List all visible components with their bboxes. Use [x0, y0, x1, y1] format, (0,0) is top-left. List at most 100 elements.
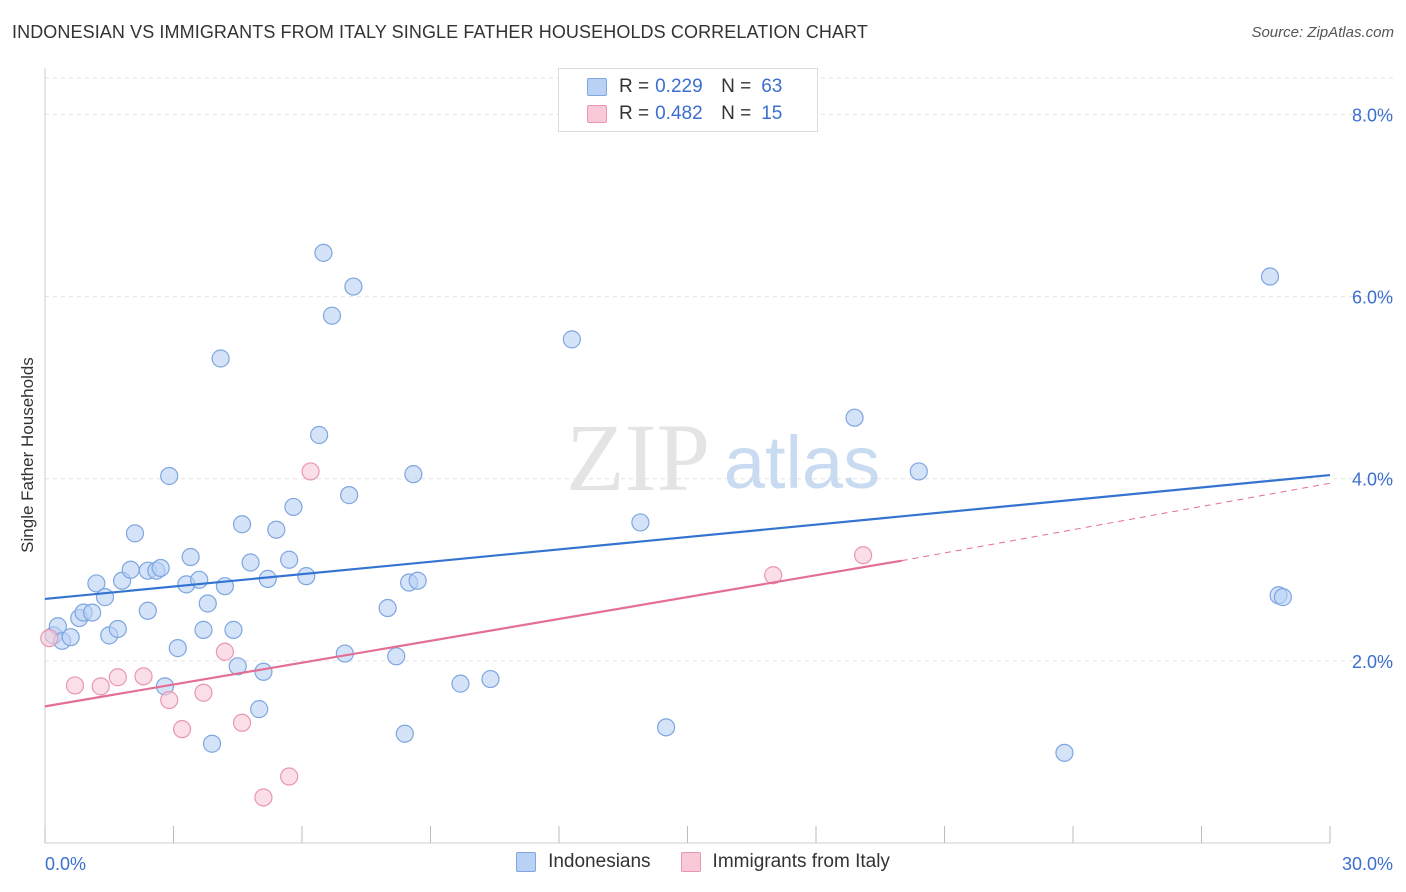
point-indonesians: [108, 619, 127, 639]
point-indonesians: [224, 620, 243, 639]
legend-r-label: R =: [619, 76, 650, 97]
legend-swatch-italy: [680, 852, 701, 872]
y-tick-label: 2.0%: [1352, 652, 1393, 672]
point-indonesians: [322, 306, 342, 325]
point-indonesians: [95, 588, 115, 607]
point-indonesians: [404, 465, 423, 484]
legend-row-indonesians: R = 0.229 N = 63: [587, 75, 782, 99]
axes: [44, 68, 1331, 844]
point-indonesians: [202, 734, 222, 753]
point-indonesians: [284, 497, 303, 517]
point-italy: [172, 720, 192, 739]
point-indonesians: [631, 513, 650, 532]
point-indonesians: [481, 669, 500, 689]
tick-labels: 2.0% 4.0% 6.0% 8.0% 0.0% 30.0%: [45, 105, 1393, 874]
point-indonesians: [387, 647, 406, 666]
point-indonesians: [909, 462, 928, 481]
legend-row-italy: R = 0.482 N = 15: [587, 102, 782, 126]
point-italy: [108, 668, 127, 687]
point-italy: [301, 462, 320, 481]
point-indonesians: [87, 574, 106, 593]
point-indonesians: [160, 466, 179, 486]
series-legend: Indonesians Immigrants from Italy: [0, 851, 1406, 873]
point-italy: [854, 546, 873, 565]
y-tick-label: 8.0%: [1352, 105, 1393, 125]
point-indonesians: [232, 515, 252, 534]
point-italy: [254, 788, 273, 807]
trendline-italy: [44, 559, 902, 708]
legend-item-italy[interactable]: Immigrants from Italy: [680, 851, 890, 873]
point-indonesians: [168, 639, 187, 658]
point-indonesians: [451, 674, 470, 693]
point-italy: [160, 690, 179, 710]
point-indonesians: [562, 330, 581, 349]
point-indonesians: [190, 570, 209, 589]
correlation-legend: R = 0.229 N = 63 R = 0.482 N = 15: [558, 68, 818, 132]
point-indonesians: [408, 571, 427, 590]
y-tick-label: 6.0%: [1352, 288, 1393, 308]
point-indonesians: [138, 601, 157, 620]
legend-swatch-indonesians: [516, 852, 537, 872]
chart-source: Source: ZipAtlas.com: [1251, 24, 1394, 41]
point-italy: [134, 667, 153, 686]
point-indonesians: [267, 520, 286, 539]
point-indonesians: [280, 550, 299, 569]
point-indonesians: [1055, 743, 1074, 762]
point-indonesians: [181, 547, 200, 567]
legend-n-value: 63: [761, 76, 783, 97]
point-indonesians: [310, 425, 329, 445]
point-indonesians: [228, 657, 247, 676]
point-indonesians: [254, 662, 273, 681]
legend-label-indonesians: Indonesians: [548, 851, 651, 872]
point-indonesians: [656, 718, 676, 737]
gridlines: [45, 77, 1395, 662]
trendlines: [44, 473, 1331, 708]
point-italy: [194, 683, 213, 702]
point-indonesians: [241, 553, 260, 572]
x-tick-label: 30.0%: [1342, 854, 1393, 874]
trendline-indonesians: [44, 473, 1331, 601]
point-indonesians: [121, 560, 140, 579]
y-tick-label: 4.0%: [1352, 470, 1393, 490]
point-indonesians: [845, 408, 864, 427]
point-indonesians: [211, 349, 230, 368]
legend-r-label: R =: [619, 103, 650, 124]
point-indonesians: [314, 243, 333, 262]
y-axis-label: Single Father Households: [18, 357, 37, 553]
point-indonesians: [83, 603, 102, 622]
point-indonesians: [61, 628, 80, 647]
watermark: ZIP atlas: [566, 404, 880, 511]
point-indonesians: [151, 558, 170, 578]
x-tick-label: 0.0%: [45, 854, 86, 874]
legend-n-value: 15: [761, 103, 783, 124]
legend-swatch-pink: [587, 105, 607, 123]
point-italy: [215, 642, 234, 661]
point-indonesians: [1260, 267, 1280, 286]
point-indonesians: [125, 524, 145, 543]
point-indonesians: [1273, 588, 1292, 607]
watermark-zip: ZIP: [566, 404, 710, 511]
point-indonesians: [395, 724, 414, 743]
point-indonesians: [340, 486, 359, 505]
legend-swatch-blue: [587, 78, 607, 96]
point-italy: [280, 767, 299, 786]
legend-n-label: N =: [721, 103, 752, 124]
point-indonesians: [250, 700, 269, 719]
point-italy: [65, 676, 85, 695]
chart-title: INDONESIAN VS IMMIGRANTS FROM ITALY SING…: [12, 22, 868, 42]
point-italy: [764, 566, 783, 585]
point-indonesians: [198, 594, 217, 613]
legend-r-value: 0.482: [655, 103, 703, 124]
point-indonesians: [194, 620, 213, 639]
data-points: [40, 243, 1292, 807]
point-italy: [232, 713, 252, 732]
legend-r-value: 0.229: [655, 76, 703, 97]
watermark-atlas: atlas: [724, 421, 880, 504]
point-indonesians: [297, 567, 316, 586]
legend-label-italy: Immigrants from Italy: [712, 851, 890, 872]
legend-item-indonesians[interactable]: Indonesians: [516, 851, 651, 873]
point-italy: [40, 628, 59, 648]
point-indonesians: [344, 277, 363, 296]
point-italy: [91, 677, 110, 696]
